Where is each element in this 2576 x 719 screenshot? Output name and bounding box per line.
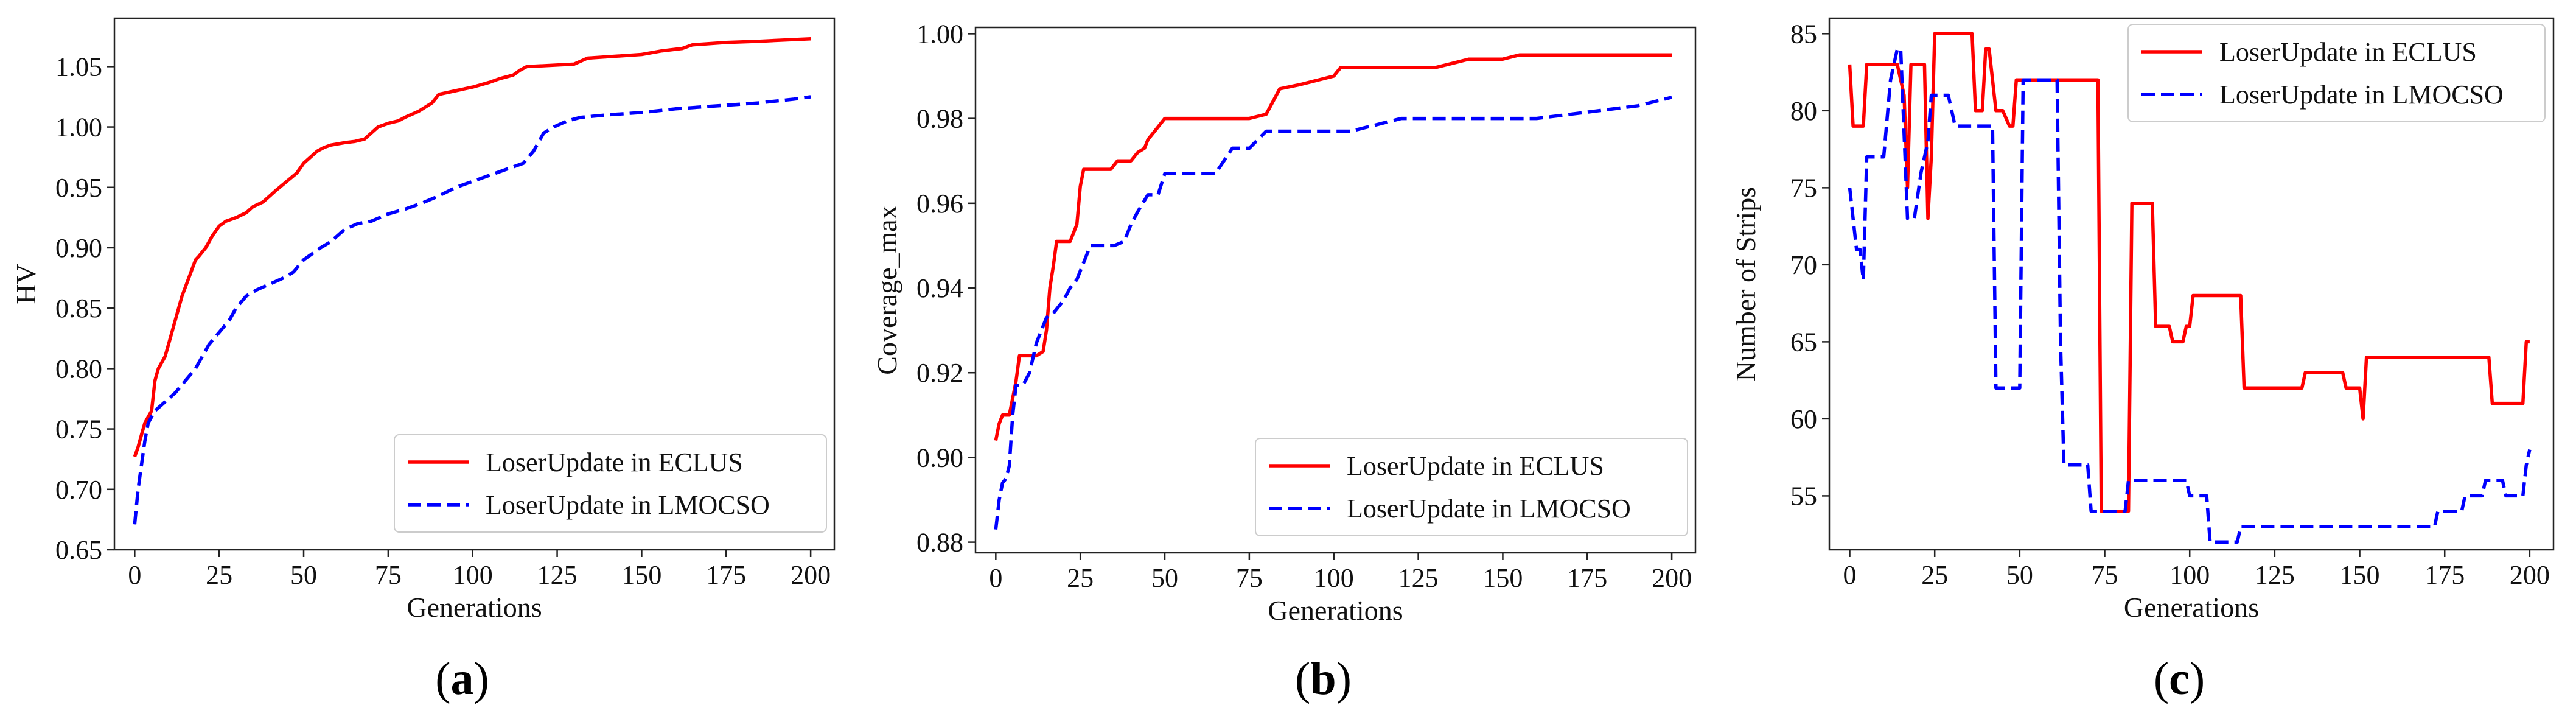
y-tick-label: 0.94 — [916, 273, 963, 303]
panel-caption: (a) — [435, 653, 489, 704]
y-tick-label: 0.92 — [916, 358, 963, 388]
plot-frame — [1828, 17, 2555, 551]
x-tick-label: 50 — [1151, 563, 1178, 593]
panel-b: 0 25 50 75 100 125 150 175 200 0.88 0.90 0.92 0.94 0.… — [871, 19, 1697, 704]
panel-caption: (b) — [1295, 653, 1352, 704]
x-tick-label: 75 — [2092, 560, 2118, 590]
x-tick-label: 25 — [1067, 563, 1094, 593]
series-line-lmocso — [133, 95, 811, 525]
y-tick-label: 0.70 — [55, 475, 102, 505]
series-line-lmocso — [994, 96, 1672, 530]
legend-label: LoserUpdate in LMOCSO — [486, 490, 770, 520]
legend: LoserUpdate in ECLUS LoserUpdate in LMOCS… — [394, 434, 827, 533]
y-tick-label: 1.00 — [916, 19, 963, 49]
caption-letter: c — [2169, 653, 2190, 704]
x-tick-label: 200 — [2510, 560, 2550, 590]
caption-letter: a — [451, 653, 474, 704]
y-tick-label: 65 — [1790, 327, 1817, 357]
y-tick-label: 75 — [1790, 173, 1817, 203]
caption-letter: b — [1310, 653, 1336, 704]
x-tick-label: 100 — [453, 560, 493, 590]
x-tick-label: 25 — [1921, 560, 1948, 590]
y-tick-label: 0.90 — [55, 233, 102, 263]
series-line-eclus — [994, 53, 1672, 441]
legend: LoserUpdate in ECLUS LoserUpdate in LMOCS… — [2127, 24, 2546, 122]
x-tick-label: 125 — [1398, 563, 1439, 593]
x-tick-label: 150 — [2340, 560, 2380, 590]
plot-frame — [113, 17, 836, 551]
caption-open-paren: ( — [2154, 653, 2169, 704]
x-tick-label: 100 — [2169, 560, 2210, 590]
legend: LoserUpdate in ECLUS LoserUpdate in LMOCS… — [1255, 438, 1688, 536]
x-tick-label: 75 — [1236, 563, 1263, 593]
legend-label: LoserUpdate in LMOCSO — [2219, 80, 2504, 110]
y-tick-label: 0.75 — [55, 415, 102, 444]
y-tick-label: 0.98 — [916, 104, 963, 134]
legend-label: LoserUpdate in ECLUS — [2219, 37, 2477, 67]
x-tick-label: 0 — [989, 563, 1002, 593]
y-tick-label: 80 — [1790, 96, 1817, 126]
y-axis-label: Coverage_max — [871, 205, 902, 374]
caption-open-paren: ( — [435, 653, 450, 704]
x-tick-label: 125 — [537, 560, 578, 590]
legend-box — [394, 434, 827, 533]
panel-caption: (c) — [2154, 653, 2205, 704]
caption-open-paren: ( — [1295, 653, 1310, 704]
x-tick-label: 100 — [1314, 563, 1354, 593]
x-tick-label: 150 — [1482, 563, 1523, 593]
plot-frame — [974, 26, 1697, 554]
y-tick-label: 0.90 — [916, 443, 963, 472]
x-tick-label: 50 — [290, 560, 317, 590]
x-tick-label: 175 — [2424, 560, 2465, 590]
x-tick-label: 175 — [1567, 563, 1607, 593]
x-tick-label: 75 — [375, 560, 402, 590]
y-tick-label: 85 — [1790, 19, 1817, 49]
y-tick-label: 55 — [1790, 481, 1817, 511]
legend-box — [1255, 438, 1688, 536]
y-tick-label: 1.05 — [55, 52, 102, 82]
series-line-eclus — [133, 37, 811, 458]
x-tick-label: 200 — [1652, 563, 1692, 593]
x-tick-label: 0 — [1843, 560, 1857, 590]
panel-a: 0 25 50 75 100 125 150 175 200 0.65 0.70 0.75 0.80 0.… — [10, 17, 836, 704]
y-tick-label: 0.88 — [916, 528, 963, 558]
panel-c: 0 25 50 75 100 125 150 175 200 55 60 65 70 75 80 85 Gene… — [1730, 17, 2555, 704]
caption-close-paren: ) — [2190, 653, 2205, 704]
y-tick-label: 60 — [1790, 404, 1817, 434]
legend-label: LoserUpdate in ECLUS — [486, 447, 743, 477]
y-tick-label: 0.96 — [916, 189, 963, 219]
y-tick-label: 0.95 — [55, 173, 102, 203]
legend-label: LoserUpdate in LMOCSO — [1347, 494, 1631, 524]
legend-label: LoserUpdate in ECLUS — [1347, 451, 1604, 481]
legend-box — [2127, 24, 2546, 122]
x-tick-label: 25 — [206, 560, 232, 590]
series-line-lmocso — [1848, 47, 2532, 544]
x-axis-label: Generations — [407, 592, 542, 623]
y-axis-label: Number of Strips — [1730, 187, 1761, 381]
y-tick-label: 0.65 — [55, 535, 102, 565]
y-tick-label: 0.85 — [55, 293, 102, 323]
x-tick-label: 50 — [2006, 560, 2033, 590]
x-tick-label: 125 — [2255, 560, 2295, 590]
y-tick-label: 1.00 — [55, 113, 102, 142]
x-axis-label: Generations — [1268, 595, 1403, 626]
caption-close-paren: ) — [1336, 653, 1352, 704]
x-tick-label: 150 — [621, 560, 661, 590]
x-axis-label: Generations — [2124, 592, 2259, 623]
caption-close-paren: ) — [474, 653, 489, 704]
y-tick-label: 0.80 — [55, 354, 102, 384]
y-axis-label: HV — [10, 264, 41, 304]
y-tick-label: 70 — [1790, 250, 1817, 280]
x-tick-label: 0 — [128, 560, 141, 590]
x-tick-label: 175 — [706, 560, 746, 590]
series-line-eclus — [1848, 32, 2530, 513]
x-tick-label: 200 — [791, 560, 831, 590]
